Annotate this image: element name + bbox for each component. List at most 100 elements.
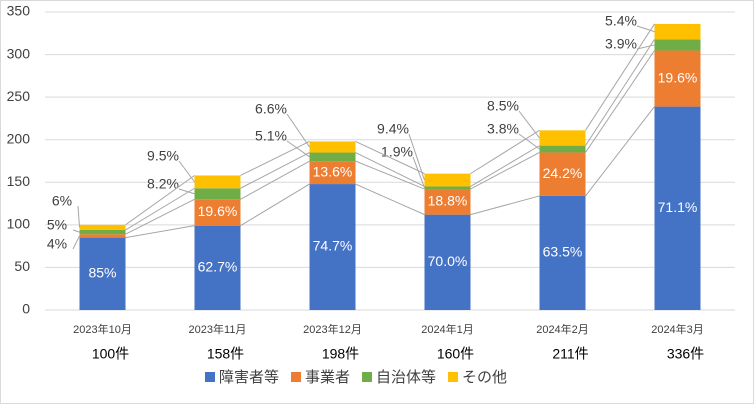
bar-segment bbox=[424, 186, 471, 190]
bar-segment bbox=[424, 173, 471, 187]
data-label: 85% bbox=[88, 265, 116, 281]
x-tick-label: 2023年12月 bbox=[303, 322, 362, 336]
legend-swatch bbox=[205, 372, 215, 382]
series-line bbox=[355, 140, 425, 175]
total-label: 100件 bbox=[92, 346, 129, 362]
data-label: 18.8% bbox=[428, 193, 468, 209]
series-line bbox=[125, 225, 195, 239]
total-label: 211件 bbox=[552, 346, 588, 362]
leader-line bbox=[518, 110, 540, 139]
bar-segment bbox=[539, 152, 586, 196]
total-label: 198件 bbox=[322, 346, 359, 362]
data-label: 19.6% bbox=[198, 203, 238, 219]
bar-segment bbox=[79, 224, 126, 230]
y-tick-label: 300 bbox=[7, 45, 31, 61]
leader-line bbox=[286, 113, 310, 148]
series-line bbox=[240, 183, 310, 227]
bar-segment bbox=[424, 189, 471, 215]
legend-swatch bbox=[448, 372, 459, 382]
data-label: 13.6% bbox=[313, 163, 353, 179]
legend-label: 自治体等 bbox=[376, 368, 436, 386]
data-label: 24.2% bbox=[543, 165, 583, 181]
series-line bbox=[240, 160, 310, 200]
bar-segment bbox=[194, 188, 241, 200]
y-tick-label: 150 bbox=[7, 173, 31, 189]
data-label: 8.5% bbox=[487, 98, 519, 114]
y-tick-label: 200 bbox=[7, 130, 31, 146]
series-line bbox=[240, 140, 310, 176]
bar-segment bbox=[309, 161, 356, 185]
series-line bbox=[125, 187, 195, 231]
total-label: 158件 bbox=[207, 346, 244, 362]
data-label: 5.1% bbox=[255, 128, 287, 144]
data-label: 9.4% bbox=[377, 121, 409, 137]
data-label: 5% bbox=[47, 217, 67, 233]
bar-segment bbox=[194, 175, 241, 189]
leader-line bbox=[72, 229, 80, 233]
series-line bbox=[585, 50, 655, 153]
y-tick-label: 350 bbox=[7, 3, 31, 19]
bar-segment bbox=[654, 106, 701, 310]
bar-segment bbox=[539, 195, 586, 310]
x-tick-label: 2024年2月 bbox=[536, 322, 589, 336]
data-label: 6% bbox=[52, 193, 72, 209]
bar-segment bbox=[424, 214, 471, 310]
total-label: 160件 bbox=[437, 346, 474, 362]
series-line bbox=[355, 183, 425, 216]
series-line bbox=[470, 195, 540, 216]
data-label: 70.0% bbox=[428, 253, 468, 269]
series-line bbox=[470, 129, 540, 175]
legend-label: その他 bbox=[462, 369, 507, 386]
bar-segment bbox=[194, 225, 241, 310]
total-label: 336件 bbox=[667, 346, 704, 362]
data-label: 4% bbox=[47, 236, 67, 252]
legend-label: 事業者 bbox=[305, 369, 350, 386]
data-label: 5.4% bbox=[605, 13, 637, 29]
bar-segment bbox=[654, 39, 701, 51]
y-tick-label: 250 bbox=[7, 88, 31, 104]
leader-line bbox=[72, 235, 80, 250]
legend-swatch bbox=[362, 372, 373, 382]
bar-segment bbox=[539, 145, 586, 153]
leader-line bbox=[178, 160, 195, 183]
data-label: 63.5% bbox=[543, 244, 583, 260]
data-label: 3.9% bbox=[605, 36, 637, 52]
y-tick-label: 100 bbox=[7, 216, 31, 232]
bar-segment bbox=[194, 199, 241, 226]
bar-segment bbox=[79, 229, 126, 235]
y-tick-label: 50 bbox=[14, 258, 30, 274]
x-tick-label: 2023年10月 bbox=[73, 322, 132, 336]
leader-line bbox=[412, 156, 425, 188]
bar-segment bbox=[79, 234, 126, 238]
leader-line bbox=[77, 205, 80, 228]
data-label: 8.2% bbox=[147, 176, 179, 192]
data-label: 3.8% bbox=[487, 121, 519, 137]
data-label: 9.5% bbox=[147, 148, 179, 164]
data-label: 1.9% bbox=[381, 144, 413, 160]
bar-segment bbox=[654, 50, 701, 107]
data-label: 19.6% bbox=[658, 69, 698, 85]
leader-line bbox=[518, 133, 540, 150]
legend-label: 障害者等 bbox=[219, 368, 279, 386]
bar-segment bbox=[309, 152, 356, 162]
x-tick-label: 2024年1月 bbox=[421, 322, 474, 336]
series-line bbox=[585, 106, 655, 197]
legend-swatch bbox=[291, 372, 302, 382]
series-line bbox=[125, 198, 195, 235]
leader-line bbox=[178, 188, 195, 195]
series-line bbox=[355, 160, 425, 190]
y-tick-label: 0 bbox=[22, 301, 30, 317]
bar-segment bbox=[79, 237, 126, 310]
series-line bbox=[585, 23, 655, 131]
bar-segment bbox=[309, 184, 356, 310]
series-line bbox=[470, 152, 540, 190]
x-tick-label: 2023年11月 bbox=[189, 322, 247, 336]
bar-segment bbox=[539, 130, 586, 146]
series-line bbox=[470, 145, 540, 187]
bar-segment bbox=[309, 141, 356, 153]
leader-line bbox=[636, 25, 655, 33]
series-line bbox=[240, 152, 310, 189]
series-line bbox=[585, 39, 655, 146]
leader-line bbox=[636, 44, 655, 50]
